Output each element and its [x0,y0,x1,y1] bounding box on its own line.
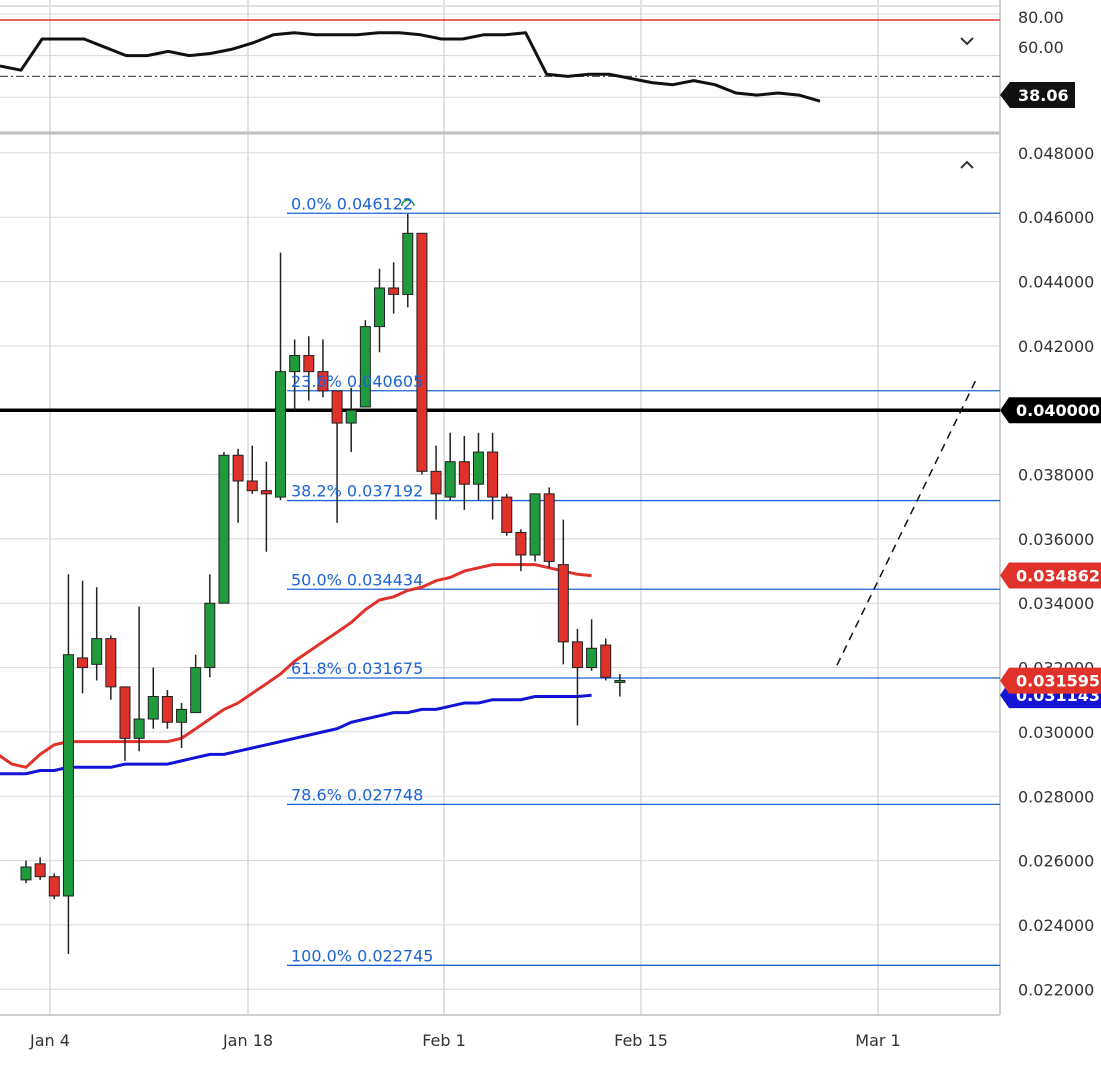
candle-body [487,451,499,498]
red-ma-price-badge-label: 0.034862 [1016,567,1100,586]
candle-body [218,454,230,604]
candle-body [119,686,131,739]
oscillator-panel: 80.00 60.00 38.06 [0,8,1075,108]
candle-body [289,355,301,373]
candle-body [317,371,329,392]
candle-body [388,287,400,295]
last-price-badge [1000,667,1101,694]
candle-body [571,641,583,669]
oscillator-tick-label: 60.00 [1018,38,1064,57]
fib-level-label: 50.0% 0.034434 [291,570,423,589]
candle-body [105,638,117,688]
oscillator-value-label: 38.06 [1018,86,1069,105]
candle-body [260,490,272,495]
candle-body [543,493,555,562]
price-tick-label: 0.036000 [1018,530,1094,549]
candle-body [275,371,287,498]
candle-body [345,409,357,424]
candle-body [77,657,89,669]
candle-body [501,496,513,533]
red-moving-average-line [0,563,592,769]
price-tick-label: 0.026000 [1018,852,1094,871]
price-tick-label: 0.046000 [1018,208,1094,227]
candle-body [331,390,343,424]
candle-body [161,696,173,723]
candle-body [614,679,626,683]
candle-body [34,863,46,878]
candle-body [359,326,371,408]
candle-body [246,480,258,492]
grid [0,0,1001,1016]
fractal-marker [401,199,415,207]
candle-body [48,876,60,897]
candle-body [402,232,414,295]
price-panel: 0.0% 0.046122 23.6% 0.040605 38.2% 0.03719… [0,194,1000,966]
blue-moving-average-line [0,693,592,776]
price-tick-label: 0.038000 [1018,466,1094,485]
candle-body [472,451,484,485]
fib-level-label: 78.6% 0.027748 [291,785,423,804]
candle-body [91,638,103,665]
price-tick-label: 0.022000 [1018,980,1094,999]
candle-body [430,470,442,495]
candle-body [416,232,428,472]
fib-level-label: 100.0% 0.022745 [291,946,433,965]
collapse-oscillator-chevron-down-icon[interactable] [956,30,978,52]
price-tick-label: 0.024000 [1018,916,1094,935]
key-level-badge-label: 0.040000 [1016,401,1100,420]
date-tick-label: Feb 15 [614,1031,668,1050]
candle-body [232,454,244,482]
key-level-badge [1000,397,1101,424]
candle-body [133,718,145,739]
price-tick-label: 0.030000 [1018,723,1094,742]
candle-body [557,564,569,643]
date-tick-label: Mar 1 [855,1031,900,1050]
candle-body [374,287,385,328]
candle-body [20,866,32,881]
fib-level-label: 23.6% 0.040605 [291,372,423,391]
price-tick-label: 0.042000 [1018,337,1094,356]
candle-body [147,696,159,720]
candle-body [62,654,74,897]
oscillator-value-badge [1000,82,1075,108]
candle-body [176,708,188,723]
price-tick-label: 0.044000 [1018,273,1094,292]
red-ma-price-badge [1000,562,1101,589]
last-price-badge-label: 0.031595 [1016,672,1100,691]
fib-level-label: 61.8% 0.031675 [291,659,423,678]
candle-body [586,647,598,669]
projection-dashed-line [836,377,978,666]
candle-body [444,461,456,498]
price-tick-label: 0.034000 [1018,594,1094,613]
price-tick-label: 0.028000 [1018,787,1094,806]
candle-body [458,461,470,485]
date-tick-label: Feb 1 [422,1031,466,1050]
date-tick-label: Jan 4 [29,1031,70,1050]
candle-body [600,644,612,678]
oscillator-line [0,31,821,103]
candle-body [204,602,216,669]
candle-body [303,355,315,373]
candle-body [529,493,541,556]
oscillator-tick-label: 80.00 [1018,8,1064,27]
fib-level-label: 38.2% 0.037192 [291,482,423,501]
price-tick-label: 0.048000 [1018,144,1094,163]
axes: 0.048000 0.046000 0.044000 0.042000 0.040000… [29,144,1101,1050]
candle-body [190,667,202,714]
candle-body [515,531,527,556]
date-tick-label: Jan 18 [222,1031,273,1050]
fib-level-label: 0.0% 0.046122 [291,194,413,213]
collapse-price-chevron-up-icon[interactable] [956,154,978,176]
